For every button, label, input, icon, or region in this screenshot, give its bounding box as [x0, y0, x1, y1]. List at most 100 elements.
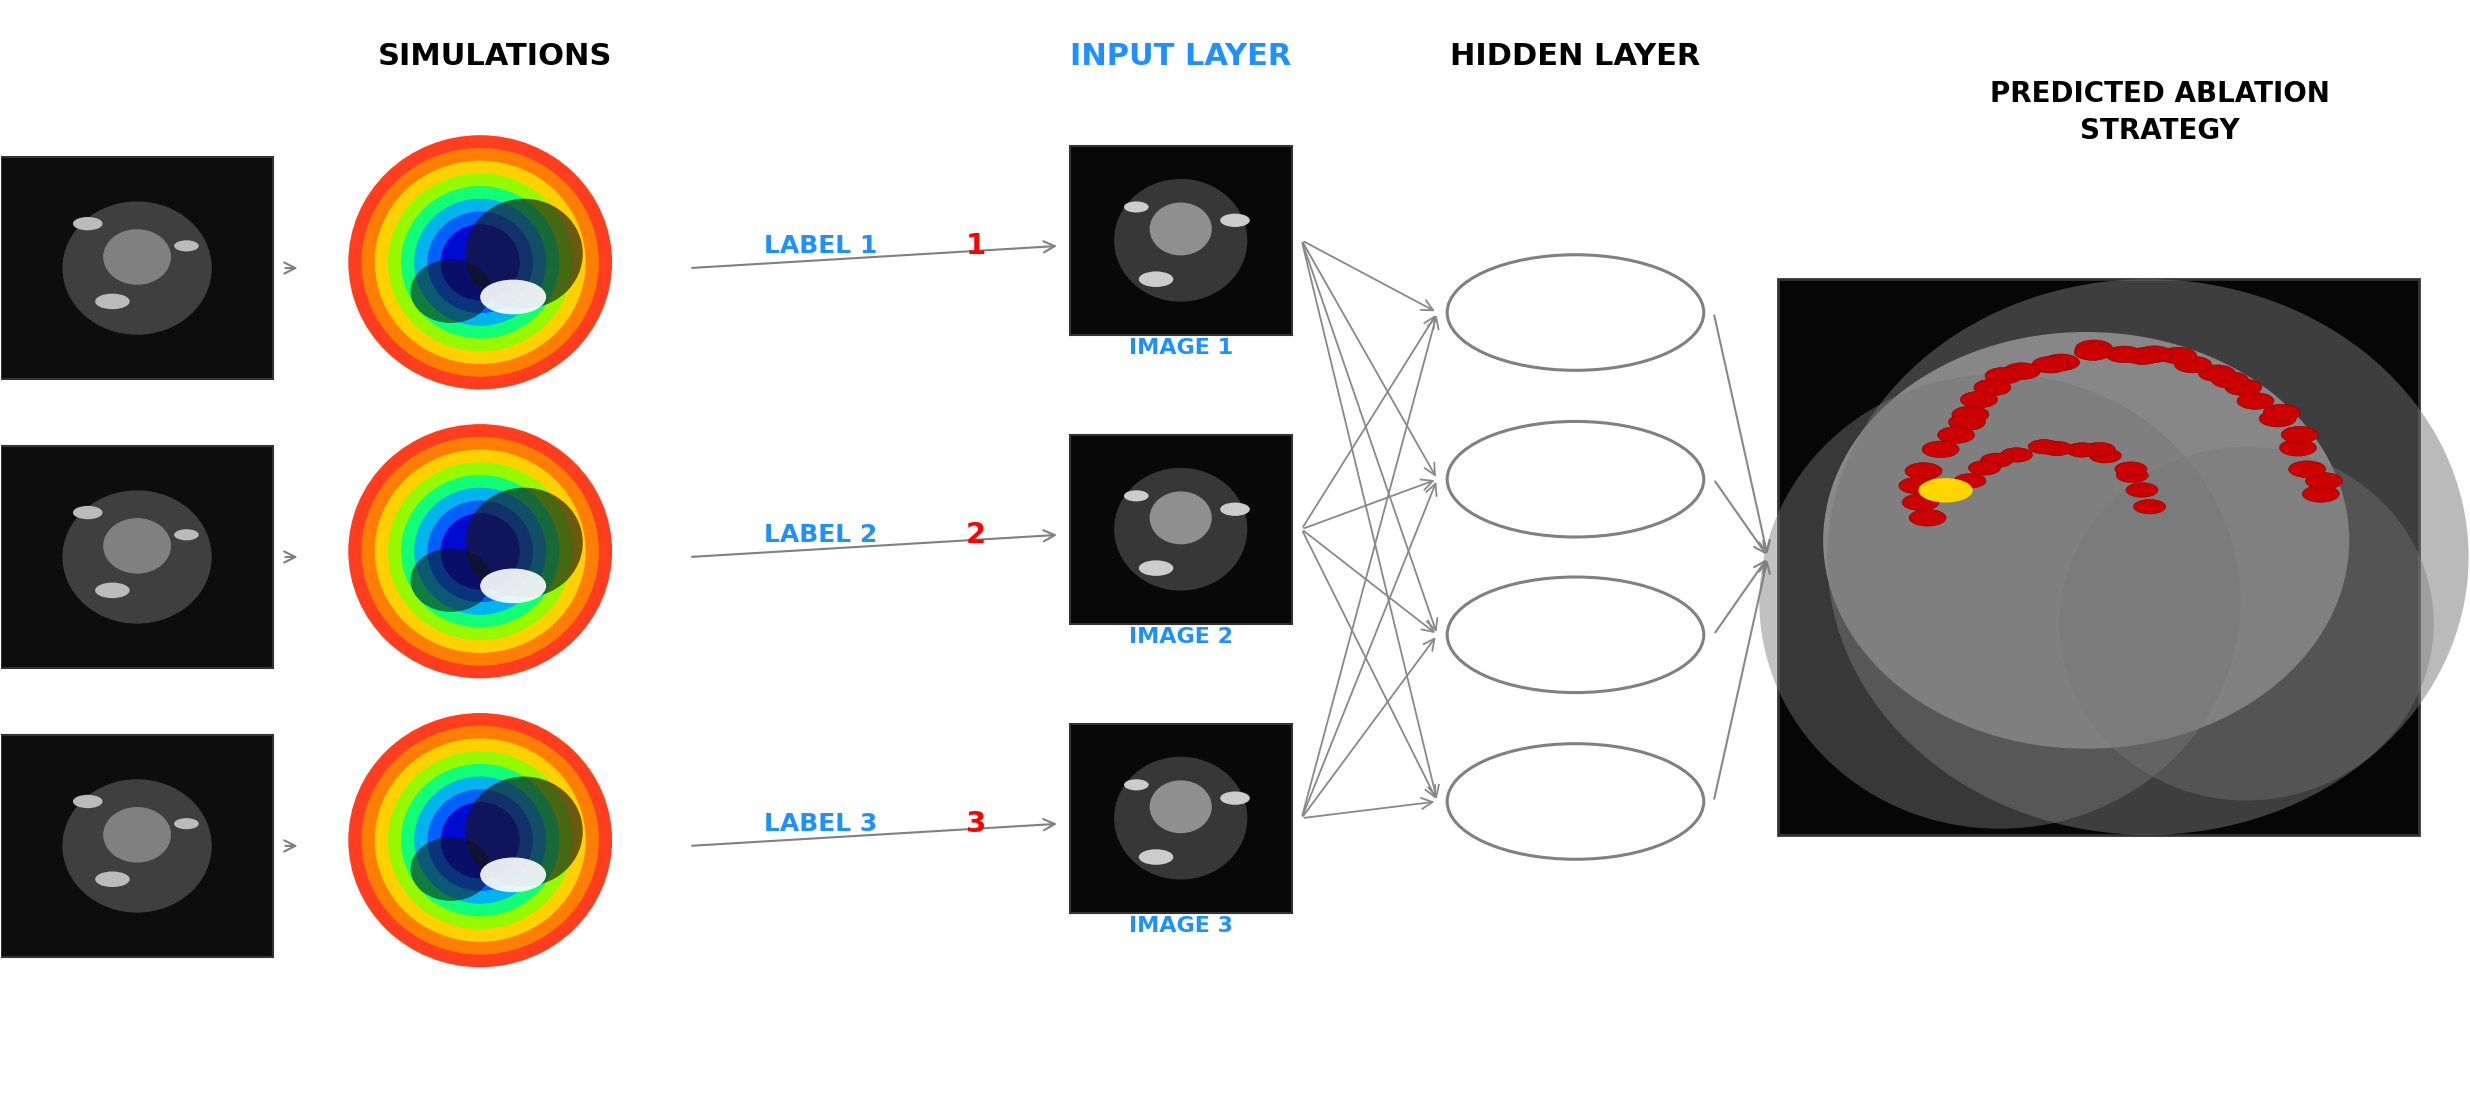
Circle shape [2305, 472, 2342, 489]
Circle shape [2033, 356, 2070, 373]
FancyBboxPatch shape [2, 735, 272, 957]
Circle shape [1124, 490, 1149, 501]
Circle shape [2028, 440, 2060, 453]
FancyBboxPatch shape [1070, 724, 1292, 912]
Circle shape [1139, 272, 1173, 287]
Text: LABEL 2: LABEL 2 [763, 522, 877, 547]
Ellipse shape [348, 424, 613, 678]
Circle shape [1139, 560, 1173, 576]
Text: 1: 1 [966, 232, 986, 260]
Ellipse shape [375, 739, 585, 941]
FancyBboxPatch shape [311, 702, 679, 990]
Circle shape [2159, 348, 2196, 364]
Ellipse shape [464, 776, 583, 887]
Circle shape [74, 217, 104, 231]
FancyBboxPatch shape [1778, 280, 2418, 834]
Ellipse shape [1114, 468, 1247, 590]
Text: SIMULATIONS: SIMULATIONS [378, 42, 613, 71]
Ellipse shape [361, 725, 598, 955]
Ellipse shape [388, 174, 573, 351]
Circle shape [1922, 441, 1959, 458]
Circle shape [1124, 780, 1149, 790]
Ellipse shape [62, 202, 212, 334]
Text: 2: 2 [966, 520, 986, 549]
Circle shape [74, 506, 104, 519]
Circle shape [2124, 348, 2161, 364]
Text: IMAGE 1: IMAGE 1 [1129, 338, 1233, 358]
Circle shape [1902, 494, 1939, 510]
FancyBboxPatch shape [1070, 434, 1292, 624]
Circle shape [1986, 368, 2023, 384]
Circle shape [2282, 427, 2319, 443]
Circle shape [1899, 477, 1936, 494]
Circle shape [2114, 462, 2146, 477]
Text: LABEL 1: LABEL 1 [763, 234, 877, 257]
Circle shape [2280, 439, 2317, 456]
Ellipse shape [2060, 447, 2433, 801]
Circle shape [173, 241, 198, 252]
Circle shape [2137, 345, 2174, 362]
Ellipse shape [440, 802, 519, 878]
Ellipse shape [375, 450, 585, 653]
Circle shape [173, 529, 198, 540]
Circle shape [2104, 346, 2141, 363]
Circle shape [2117, 468, 2149, 482]
Circle shape [96, 871, 131, 887]
Ellipse shape [427, 500, 534, 602]
Circle shape [2211, 372, 2248, 389]
Ellipse shape [1114, 179, 1247, 302]
Circle shape [2260, 410, 2297, 427]
Circle shape [1909, 509, 1946, 526]
Ellipse shape [1828, 280, 2468, 834]
Circle shape [1447, 255, 1704, 370]
Text: PREDICTED ABLATION
STRATEGY: PREDICTED ABLATION STRATEGY [1991, 80, 2329, 145]
Circle shape [1220, 791, 1250, 804]
Circle shape [2040, 441, 2072, 456]
Circle shape [1447, 577, 1704, 693]
Circle shape [1929, 486, 1959, 500]
Ellipse shape [1759, 374, 2240, 829]
Circle shape [2043, 354, 2080, 371]
Circle shape [1969, 461, 2001, 475]
Circle shape [1974, 379, 2011, 395]
Circle shape [1139, 849, 1173, 864]
Circle shape [2290, 461, 2327, 478]
Circle shape [2302, 486, 2339, 502]
Ellipse shape [410, 548, 492, 612]
Circle shape [2075, 340, 2112, 356]
Ellipse shape [361, 437, 598, 666]
Ellipse shape [62, 780, 212, 912]
Circle shape [2003, 363, 2040, 380]
Circle shape [1961, 391, 1998, 408]
Ellipse shape [1149, 203, 1213, 255]
Text: INPUT LAYER: INPUT LAYER [1070, 42, 1292, 71]
Text: LABEL 3: LABEL 3 [763, 812, 877, 836]
Circle shape [1904, 462, 1941, 479]
Ellipse shape [348, 135, 613, 390]
Circle shape [2065, 442, 2097, 457]
Ellipse shape [1149, 780, 1213, 833]
Circle shape [2238, 392, 2275, 409]
Text: 3: 3 [966, 810, 986, 838]
Ellipse shape [361, 148, 598, 377]
Circle shape [1220, 214, 1250, 227]
Ellipse shape [1114, 756, 1247, 880]
Ellipse shape [104, 518, 170, 574]
Circle shape [96, 294, 131, 310]
Ellipse shape [440, 514, 519, 589]
Ellipse shape [440, 224, 519, 301]
FancyBboxPatch shape [311, 412, 679, 702]
Ellipse shape [400, 764, 558, 917]
Ellipse shape [104, 229, 170, 285]
Text: HIDDEN LAYER: HIDDEN LAYER [1450, 42, 1702, 71]
Circle shape [2134, 499, 2166, 514]
Circle shape [2082, 442, 2114, 457]
Ellipse shape [388, 751, 573, 929]
Circle shape [74, 794, 104, 808]
FancyBboxPatch shape [311, 124, 679, 412]
Circle shape [2198, 365, 2235, 382]
Ellipse shape [410, 838, 492, 901]
Ellipse shape [388, 462, 573, 641]
Ellipse shape [62, 490, 212, 624]
FancyBboxPatch shape [2, 157, 272, 379]
